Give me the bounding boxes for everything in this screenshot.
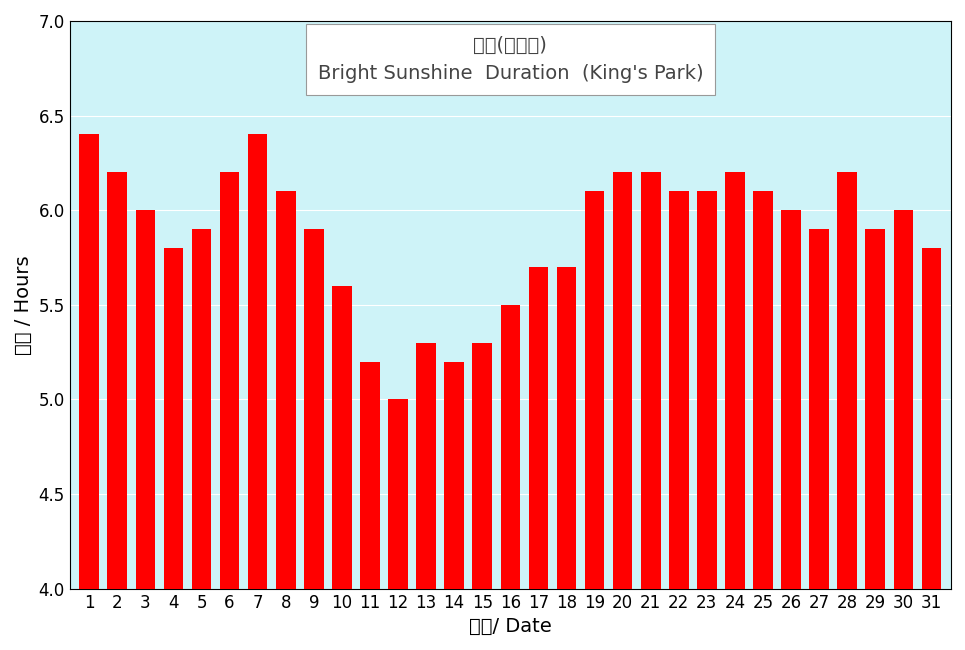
- Bar: [669, 191, 689, 589]
- Bar: [388, 400, 408, 589]
- Bar: [276, 191, 295, 589]
- Bar: [782, 210, 801, 589]
- Text: 日照(京士柏)
Bright Sunshine  Duration  (King's Park): 日照(京士柏) Bright Sunshine Duration (King's…: [317, 36, 703, 83]
- Bar: [894, 210, 913, 589]
- Bar: [360, 361, 380, 589]
- Bar: [501, 305, 520, 589]
- Bar: [304, 229, 323, 589]
- Bar: [473, 343, 492, 589]
- Bar: [416, 343, 436, 589]
- Bar: [641, 172, 660, 589]
- Bar: [220, 172, 239, 589]
- Bar: [135, 210, 155, 589]
- Bar: [810, 229, 829, 589]
- Bar: [444, 361, 464, 589]
- Bar: [248, 135, 267, 589]
- Bar: [192, 229, 211, 589]
- Bar: [753, 191, 773, 589]
- Bar: [838, 172, 857, 589]
- Bar: [557, 267, 576, 589]
- Bar: [866, 229, 885, 589]
- Bar: [107, 172, 127, 589]
- Bar: [585, 191, 604, 589]
- Bar: [613, 172, 632, 589]
- Bar: [922, 248, 941, 589]
- X-axis label: 日期/ Date: 日期/ Date: [469, 617, 552, 636]
- Y-axis label: 小時 / Hours: 小時 / Hours: [14, 255, 33, 355]
- Bar: [164, 248, 183, 589]
- Bar: [529, 267, 548, 589]
- Bar: [697, 191, 717, 589]
- Bar: [332, 286, 351, 589]
- Bar: [79, 135, 99, 589]
- Bar: [725, 172, 745, 589]
